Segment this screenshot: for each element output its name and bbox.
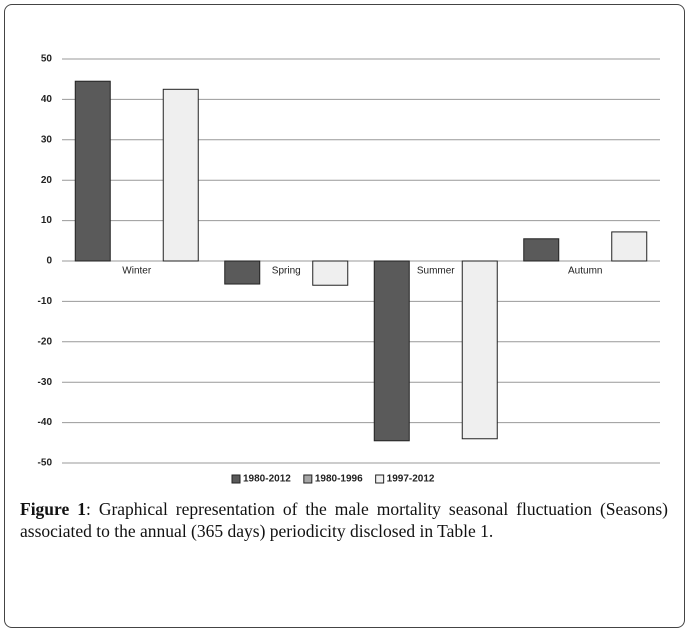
bar [523,238,560,262]
y-tick-label: -30 [38,377,53,388]
bar [461,260,498,440]
x-tick-label: Winter [122,266,152,277]
legend-label: 1980-2012 [243,474,291,485]
y-tick-label: -50 [38,458,53,469]
legend-label: 1997-2012 [387,474,435,485]
y-tick-label: -40 [38,417,53,428]
x-tick-label: Summer [417,266,455,277]
bar [373,260,410,442]
x-tick-label: Spring [272,266,301,277]
legend-label: 1980-1996 [315,474,363,485]
frame [4,4,685,628]
bar [224,260,261,285]
x-tick-label: Autumn [568,266,602,277]
y-tick-label: 20 [41,175,53,186]
bar [74,80,111,262]
y-tick-label: 10 [41,215,53,226]
y-tick-label: 40 [41,94,53,105]
bar [312,260,349,286]
y-tick-label: 0 [46,256,52,267]
legend-swatch [231,474,241,484]
y-tick-label: 50 [41,54,53,65]
legend-swatch [303,474,313,484]
y-tick-label: -20 [38,336,53,347]
bar [162,88,199,262]
y-tick-label: -10 [38,296,53,307]
chart: -50 -40 -30 -20 -10 0 10 20 30 40 50 Winter Spring Su… [38,54,660,485]
caption: Figure 1: Graphical representation of th… [20,498,668,542]
caption-label: Figure 1 [20,499,86,519]
y-tick-label: 30 [41,134,53,145]
bar [611,231,648,262]
legend-swatch [375,474,385,484]
caption-text: : Graphical representation of the male m… [20,499,668,541]
